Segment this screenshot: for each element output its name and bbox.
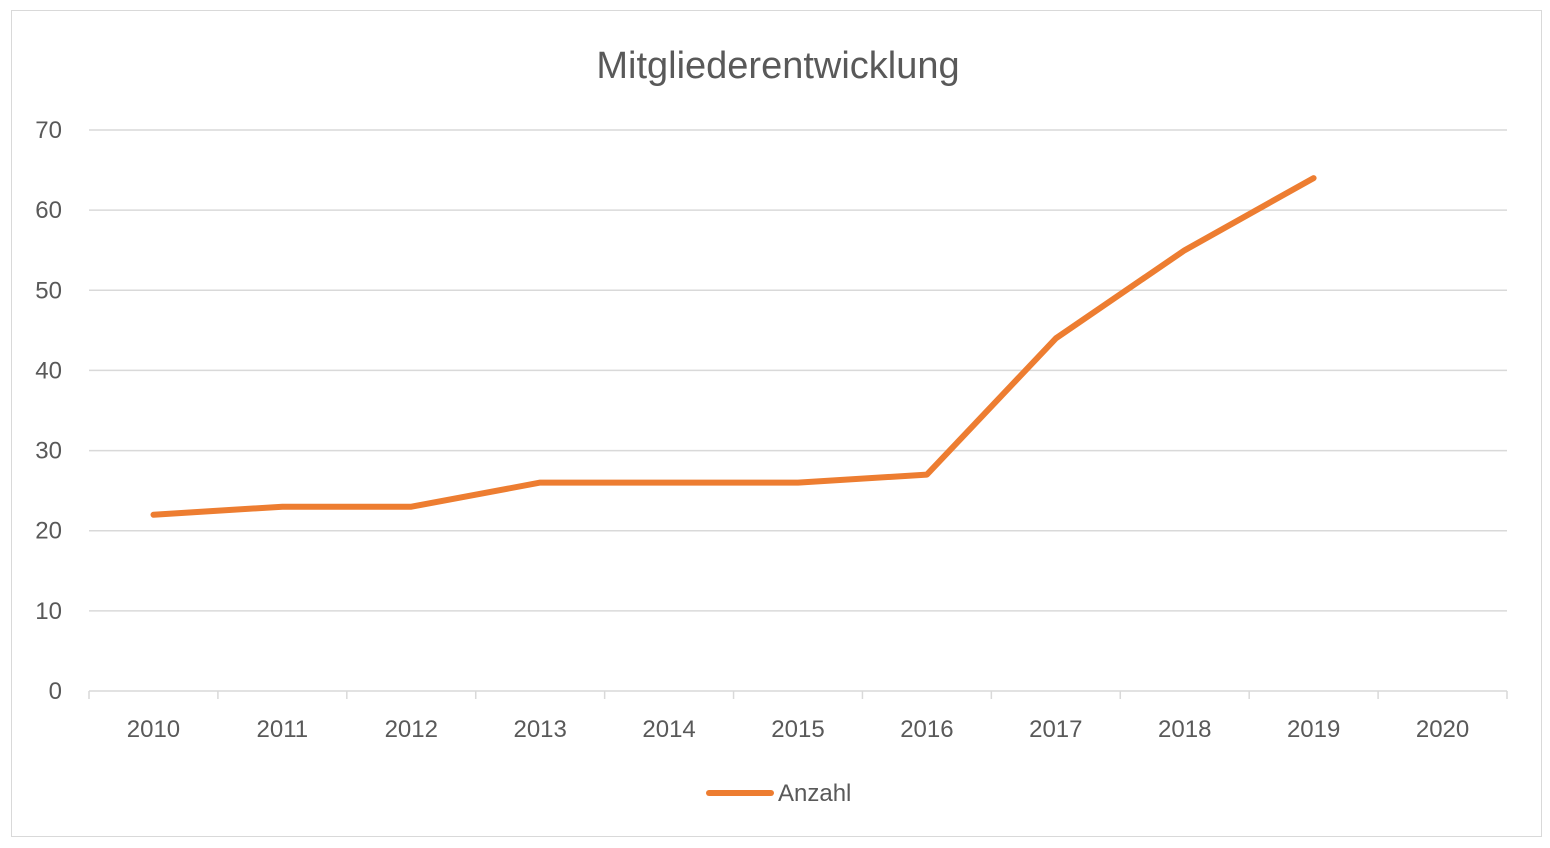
y-tick-label: 30 [35,438,62,465]
x-tick-label: 2015 [771,716,824,743]
x-tick-label: 2018 [1158,716,1211,743]
x-tick-label: 2017 [1029,716,1082,743]
y-axis-ticks: 0 10 20 30 40 50 60 70 [35,117,62,705]
y-tick-label: 0 [49,678,62,705]
series-line-0 [150,175,1317,518]
x-axis-ticks: 2010 2011 2012 2013 2014 2015 2016 2017 2018 2019… [127,716,1469,743]
gridlines [89,129,1507,612]
y-tick-label: 70 [35,117,62,144]
x-tick-label: 2010 [127,716,180,743]
legend: Anzahl [706,780,851,807]
x-tick-label: 2019 [1287,716,1340,743]
legend-label: Anzahl [778,780,851,807]
x-tick-label: 2020 [1416,716,1469,743]
y-tick-label: 10 [35,598,62,625]
chart-title: Mitgliederentwicklung [596,45,959,87]
y-tick-label: 60 [35,197,62,224]
x-tick-label: 2014 [642,716,695,743]
series-lines [150,175,1317,518]
y-tick-label: 40 [35,357,62,384]
x-tick-label: 2016 [900,716,953,743]
x-axis [88,690,1508,699]
x-tick-label: 2012 [385,716,438,743]
x-tick-label: 2011 [257,716,309,743]
chart-frame [11,10,1542,837]
y-tick-label: 20 [35,518,62,545]
x-tick-label: 2013 [513,716,566,743]
y-tick-label: 50 [35,277,62,304]
